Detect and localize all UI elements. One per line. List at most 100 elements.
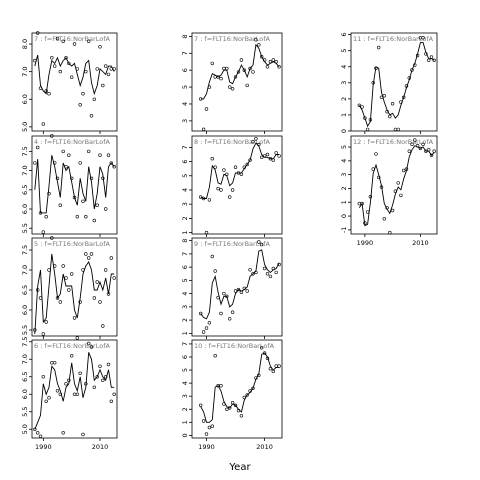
data-point (265, 65, 270, 69)
y-tick-label: 2 (340, 97, 348, 101)
data-point (254, 270, 258, 275)
data-point (271, 266, 275, 271)
data-point (81, 91, 85, 96)
data-point (371, 167, 375, 171)
y-tick-label: 6 (181, 355, 189, 359)
panel-title: 12 : f=FLT16:NorBarLofA (353, 138, 434, 146)
data-point (112, 67, 116, 71)
y-tick-label: 5.5 (21, 407, 29, 417)
data-point (55, 176, 60, 181)
y-tick-label: 7.5 (21, 146, 29, 156)
data-point (103, 375, 108, 379)
data-point (262, 154, 267, 158)
data-point (388, 230, 392, 235)
data-point (357, 103, 361, 108)
data-point (98, 153, 102, 157)
data-point (86, 149, 91, 154)
data-point (67, 153, 71, 157)
data-point (374, 66, 378, 71)
data-point (407, 76, 411, 80)
data-point (413, 63, 417, 67)
data-point (377, 175, 381, 180)
data-point (390, 208, 395, 213)
data-point (106, 292, 111, 296)
data-point (239, 172, 244, 177)
data-point (101, 176, 105, 181)
data-point (199, 403, 203, 407)
data-point (385, 109, 389, 114)
data-point (268, 274, 273, 279)
data-point (52, 361, 57, 365)
data-point (201, 330, 206, 334)
data-point (222, 291, 226, 296)
data-point (407, 149, 411, 153)
data-point (222, 168, 226, 172)
data-point (95, 203, 99, 207)
data-point (204, 107, 209, 111)
data-point (374, 152, 378, 156)
data-point (424, 149, 428, 153)
data-point (109, 161, 114, 165)
data-point (52, 264, 57, 268)
y-tick-label: 1 (181, 231, 189, 235)
data-point (219, 76, 223, 81)
data-point (432, 58, 436, 62)
y-tick-label: 5 (181, 85, 189, 89)
panel-title: 7 : f=FLT16:NorBarLofA (194, 35, 270, 43)
y-tick-label: 5 (340, 49, 348, 53)
data-point (69, 176, 74, 181)
data-point (233, 75, 238, 79)
y-tick-label: 0 (340, 214, 348, 218)
data-point (228, 406, 232, 410)
y-tick-label: 8 (181, 34, 189, 38)
data-point (265, 152, 270, 157)
data-point (396, 127, 400, 132)
data-point (55, 389, 60, 393)
data-point (410, 68, 414, 72)
panel-6: 1 2 3 4 5 6 7 8 : f=FLT16:NorBarLofA (181, 135, 283, 237)
data-point (271, 158, 275, 162)
data-point (260, 346, 264, 350)
data-point (404, 167, 409, 171)
data-point (245, 289, 249, 293)
y-tick-label: 6 (340, 33, 348, 37)
data-point (268, 157, 273, 161)
data-point (216, 75, 220, 79)
data-point (277, 65, 281, 69)
data-point (44, 320, 48, 324)
data-point (251, 140, 255, 144)
data-point (33, 161, 37, 165)
data-point (251, 386, 255, 390)
panel-frame (31, 339, 118, 439)
data-point (213, 75, 217, 79)
data-point (260, 155, 264, 160)
data-point (363, 116, 367, 120)
panel-title: 6 : f=FLT16:NorBarLofA (34, 342, 110, 350)
y-tick-label: 5.0 (21, 122, 29, 132)
data-point (67, 288, 71, 292)
data-point (239, 414, 244, 418)
data-point (427, 58, 431, 62)
panel-title: 11 : f=FLT16:NorBarLofA (353, 35, 434, 43)
data-point (47, 191, 51, 196)
data-point (207, 85, 212, 89)
data-point (216, 186, 220, 191)
smooth-line (34, 352, 115, 430)
data-point (236, 287, 241, 292)
data-point (199, 311, 203, 316)
data-point (413, 138, 417, 142)
data-point (201, 196, 206, 201)
data-point (219, 384, 223, 388)
data-point (38, 86, 43, 90)
data-point (382, 217, 386, 221)
panel-title: 9 : f=FLT16:NorBarLofA (194, 240, 270, 248)
y-tick-label: 8 (181, 239, 189, 243)
data-point (106, 153, 111, 157)
y-tick-label: 6.0 (21, 94, 29, 104)
data-point (228, 195, 232, 199)
data-point (225, 66, 229, 71)
panel-frame (191, 237, 283, 337)
data-point (230, 87, 235, 91)
data-point (233, 403, 238, 407)
